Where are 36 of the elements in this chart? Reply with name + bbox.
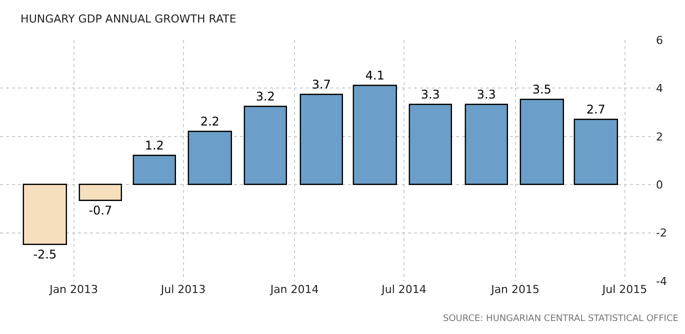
y-tick-label: -2 [656,226,667,240]
bar [132,154,176,185]
bar [408,104,452,185]
data-label: 3.3 [420,87,440,102]
bar [22,184,67,245]
y-tick-label: 6 [656,34,663,47]
bar [244,106,287,185]
data-label: 3.2 [256,89,275,104]
data-label: -0.7 [88,203,112,218]
x-tick-label: Jan 2014 [269,283,319,296]
x-tick-label: Jul 2014 [380,283,426,296]
bar [352,84,397,185]
x-tick-label: Jan 2015 [490,283,540,296]
data-label: 1.2 [144,138,164,152]
data-label: 3.5 [532,82,552,96]
data-label: 4.1 [365,68,384,82]
bar [520,98,564,185]
bar [464,104,508,185]
y-tick-label: 4 [656,82,663,96]
bar [300,94,343,185]
source-note: SOURCE: HUNGARIAN CENTRAL STATISTICAL OFFICE [443,314,679,324]
data-label: 2.2 [200,114,220,128]
data-label: 3.3 [476,87,496,102]
y-tick-label: 0 [656,178,663,192]
data-label: 3.7 [312,77,331,92]
data-label: 2.7 [586,102,606,116]
bar [188,130,232,185]
chart-title: HUNGARY GDP ANNUAL GROWTH RATE [20,12,236,26]
x-tick-label: Jul 2013 [160,283,206,296]
bar [574,118,618,185]
y-tick-label: 2 [656,130,663,144]
data-label: -2.5 [33,247,57,262]
x-tick-label: Jan 2013 [48,283,98,296]
y-tick-label: -4 [656,274,667,288]
bar [78,184,122,201]
x-tick-label: Jul 2015 [601,283,648,296]
